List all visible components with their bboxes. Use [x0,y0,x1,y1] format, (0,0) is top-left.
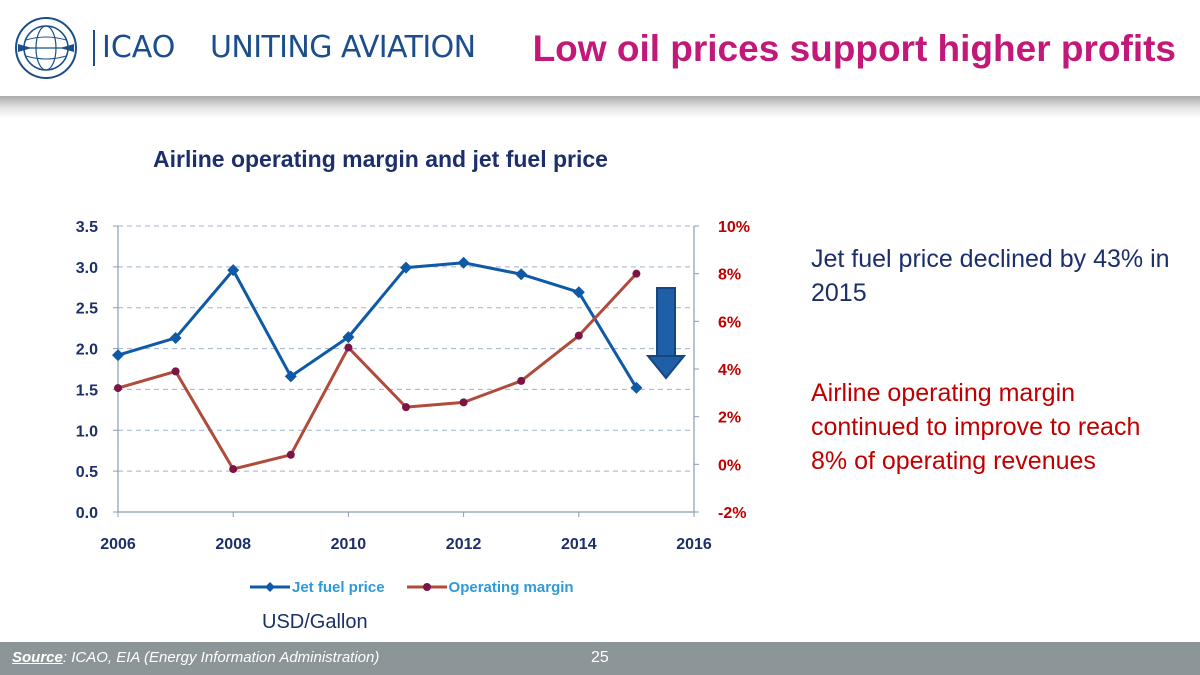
logo-text: ICAO [102,30,176,65]
page-number: 25 [591,649,609,666]
legend-swatch-operating-margin [406,583,447,591]
y-right-tick-label: -2% [718,505,746,522]
legend-item-operating-margin: Operating margin [406,578,574,596]
unit-label: USD/Gallon [262,611,368,633]
y-right-tick-label: 6% [718,314,741,331]
source-lead: Source [12,649,63,666]
footer: Source: ICAO, EIA (Energy Information Ad… [0,642,1200,675]
data-point-operating-margin [344,343,353,352]
data-point-jet-fuel-price [515,268,528,281]
y-right-tick-label: 10% [718,219,750,236]
legend-swatch-jet-fuel [250,582,290,592]
data-point-jet-fuel-price [169,331,182,344]
axes: 0.0 0.5 1.0 1.5 2.0 2.5 3.0 3.5 -2% 0% 2% 4% 6% 8% 10%… [76,219,750,553]
header: ICAO UNITING AVIATION Low oil prices sup… [0,0,1200,98]
data-point-operating-margin [229,465,238,474]
note-operating-margin: Airline operating margin continued to im… [811,379,1141,475]
logo-tagline: UNITING AVIATION [210,30,476,65]
note-fuel-price: Jet fuel price declined by 43% in 2015 [811,245,1170,307]
y-left-tick-label: 3.0 [76,260,98,277]
y-right-tick-label: 4% [718,362,741,379]
line-chart: 0.0 0.5 1.0 1.5 2.0 2.5 3.0 3.5 -2% 0% 2% 4% 6% 8% 10%… [76,219,750,553]
chart-title: Airline operating margin and jet fuel pr… [153,146,608,172]
data-point-operating-margin [459,398,468,407]
data-point-jet-fuel-price [227,264,240,277]
x-tick-label: 2014 [561,536,597,553]
y-left-tick-label: 0.0 [76,505,98,522]
y-right-tick-label: 0% [718,457,741,474]
data-point-jet-fuel-price [572,286,585,299]
data-point-operating-margin [574,331,583,340]
y-left-tick-label: 2.0 [76,342,98,359]
series-line-operating-margin [117,272,638,471]
y-left-tick-label: 1.5 [76,382,98,399]
y-left-tick-label: 0.5 [76,464,98,481]
y-right-tick-label: 2% [718,410,741,427]
x-tick-label: 2010 [331,536,367,553]
data-point-operating-margin [632,269,641,278]
data-point-jet-fuel-price [630,381,643,394]
data-point-jet-fuel-price [342,331,355,344]
y-left-tick-label: 1.0 [76,423,98,440]
series [112,256,643,474]
icao-emblem-icon [15,17,77,79]
source-text: : ICAO, EIA (Energy Information Administ… [62,649,380,666]
header-shadow [0,96,1200,118]
series-line-jet-fuel-price [117,261,638,389]
data-point-operating-margin [517,376,526,385]
data-point-operating-margin [286,450,295,459]
page-title: Low oil prices support higher profits [532,28,1176,69]
y-right-tick-label: 8% [718,267,741,284]
x-tick-label: 2012 [446,536,482,553]
footer-source: Source: ICAO, EIA (Energy Information Ad… [12,649,379,666]
logo-separator [93,30,95,66]
data-point-jet-fuel-price [457,256,470,269]
chart-legend: Jet fuel price Operating margin [250,576,596,598]
legend-item-jet-fuel: Jet fuel price [250,579,385,596]
data-point-operating-margin [402,403,410,412]
y-left-tick-label: 2.5 [76,301,98,318]
data-point-jet-fuel-price [400,261,412,274]
y-left-tick-label: 3.5 [76,219,98,236]
legend-label-jet-fuel: Jet fuel price [292,578,385,596]
x-tick-label: 2016 [676,536,712,553]
data-point-jet-fuel-price [284,370,297,383]
down-arrow-icon [645,287,687,380]
legend-label-operating-margin: Operating margin [448,578,574,596]
x-tick-label: 2008 [215,536,251,553]
x-tick-label: 2006 [100,536,136,553]
data-point-operating-margin [171,367,180,376]
data-point-operating-margin [114,384,122,393]
data-point-jet-fuel-price [112,349,124,362]
